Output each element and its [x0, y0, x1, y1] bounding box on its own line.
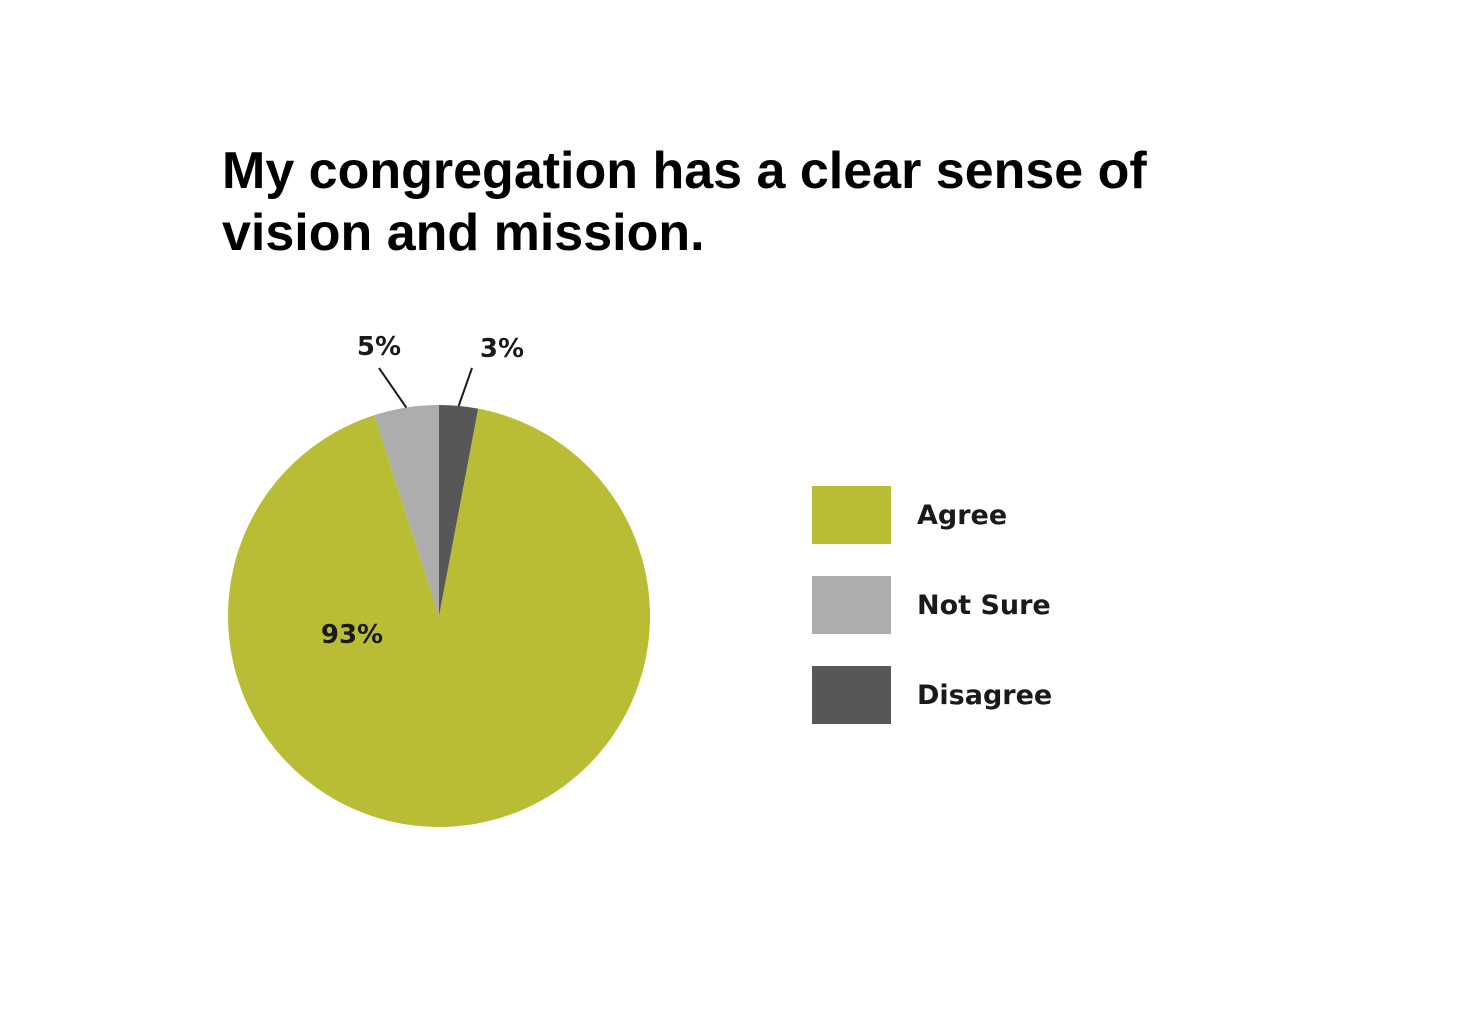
- data-label-not-sure: 5%: [357, 332, 401, 362]
- pie-slice-not-sure: [374, 405, 439, 616]
- pie-slice-disagree: [439, 405, 479, 616]
- legend-swatch-disagree: [812, 666, 891, 724]
- legend-item-not-sure: Not Sure: [812, 576, 1052, 634]
- legend-swatch-not-sure: [812, 576, 891, 634]
- leader-line-disagree: [457, 367, 473, 407]
- data-label-disagree: 3%: [480, 334, 524, 364]
- pie-slice-agree: [228, 408, 650, 827]
- legend: Agree Not Sure Disagree: [812, 486, 1052, 756]
- chart-title: My congregation has a clear sense of vis…: [222, 142, 1147, 262]
- legend-label-disagree: Disagree: [917, 679, 1053, 711]
- legend-item-agree: Agree: [812, 486, 1052, 544]
- leader-line-not-sure: [378, 367, 408, 409]
- legend-label-not-sure: Not Sure: [917, 589, 1051, 621]
- data-label-agree: 93%: [321, 620, 383, 650]
- legend-item-disagree: Disagree: [812, 666, 1052, 724]
- legend-label-agree: Agree: [917, 499, 1008, 531]
- legend-swatch-agree: [812, 486, 891, 544]
